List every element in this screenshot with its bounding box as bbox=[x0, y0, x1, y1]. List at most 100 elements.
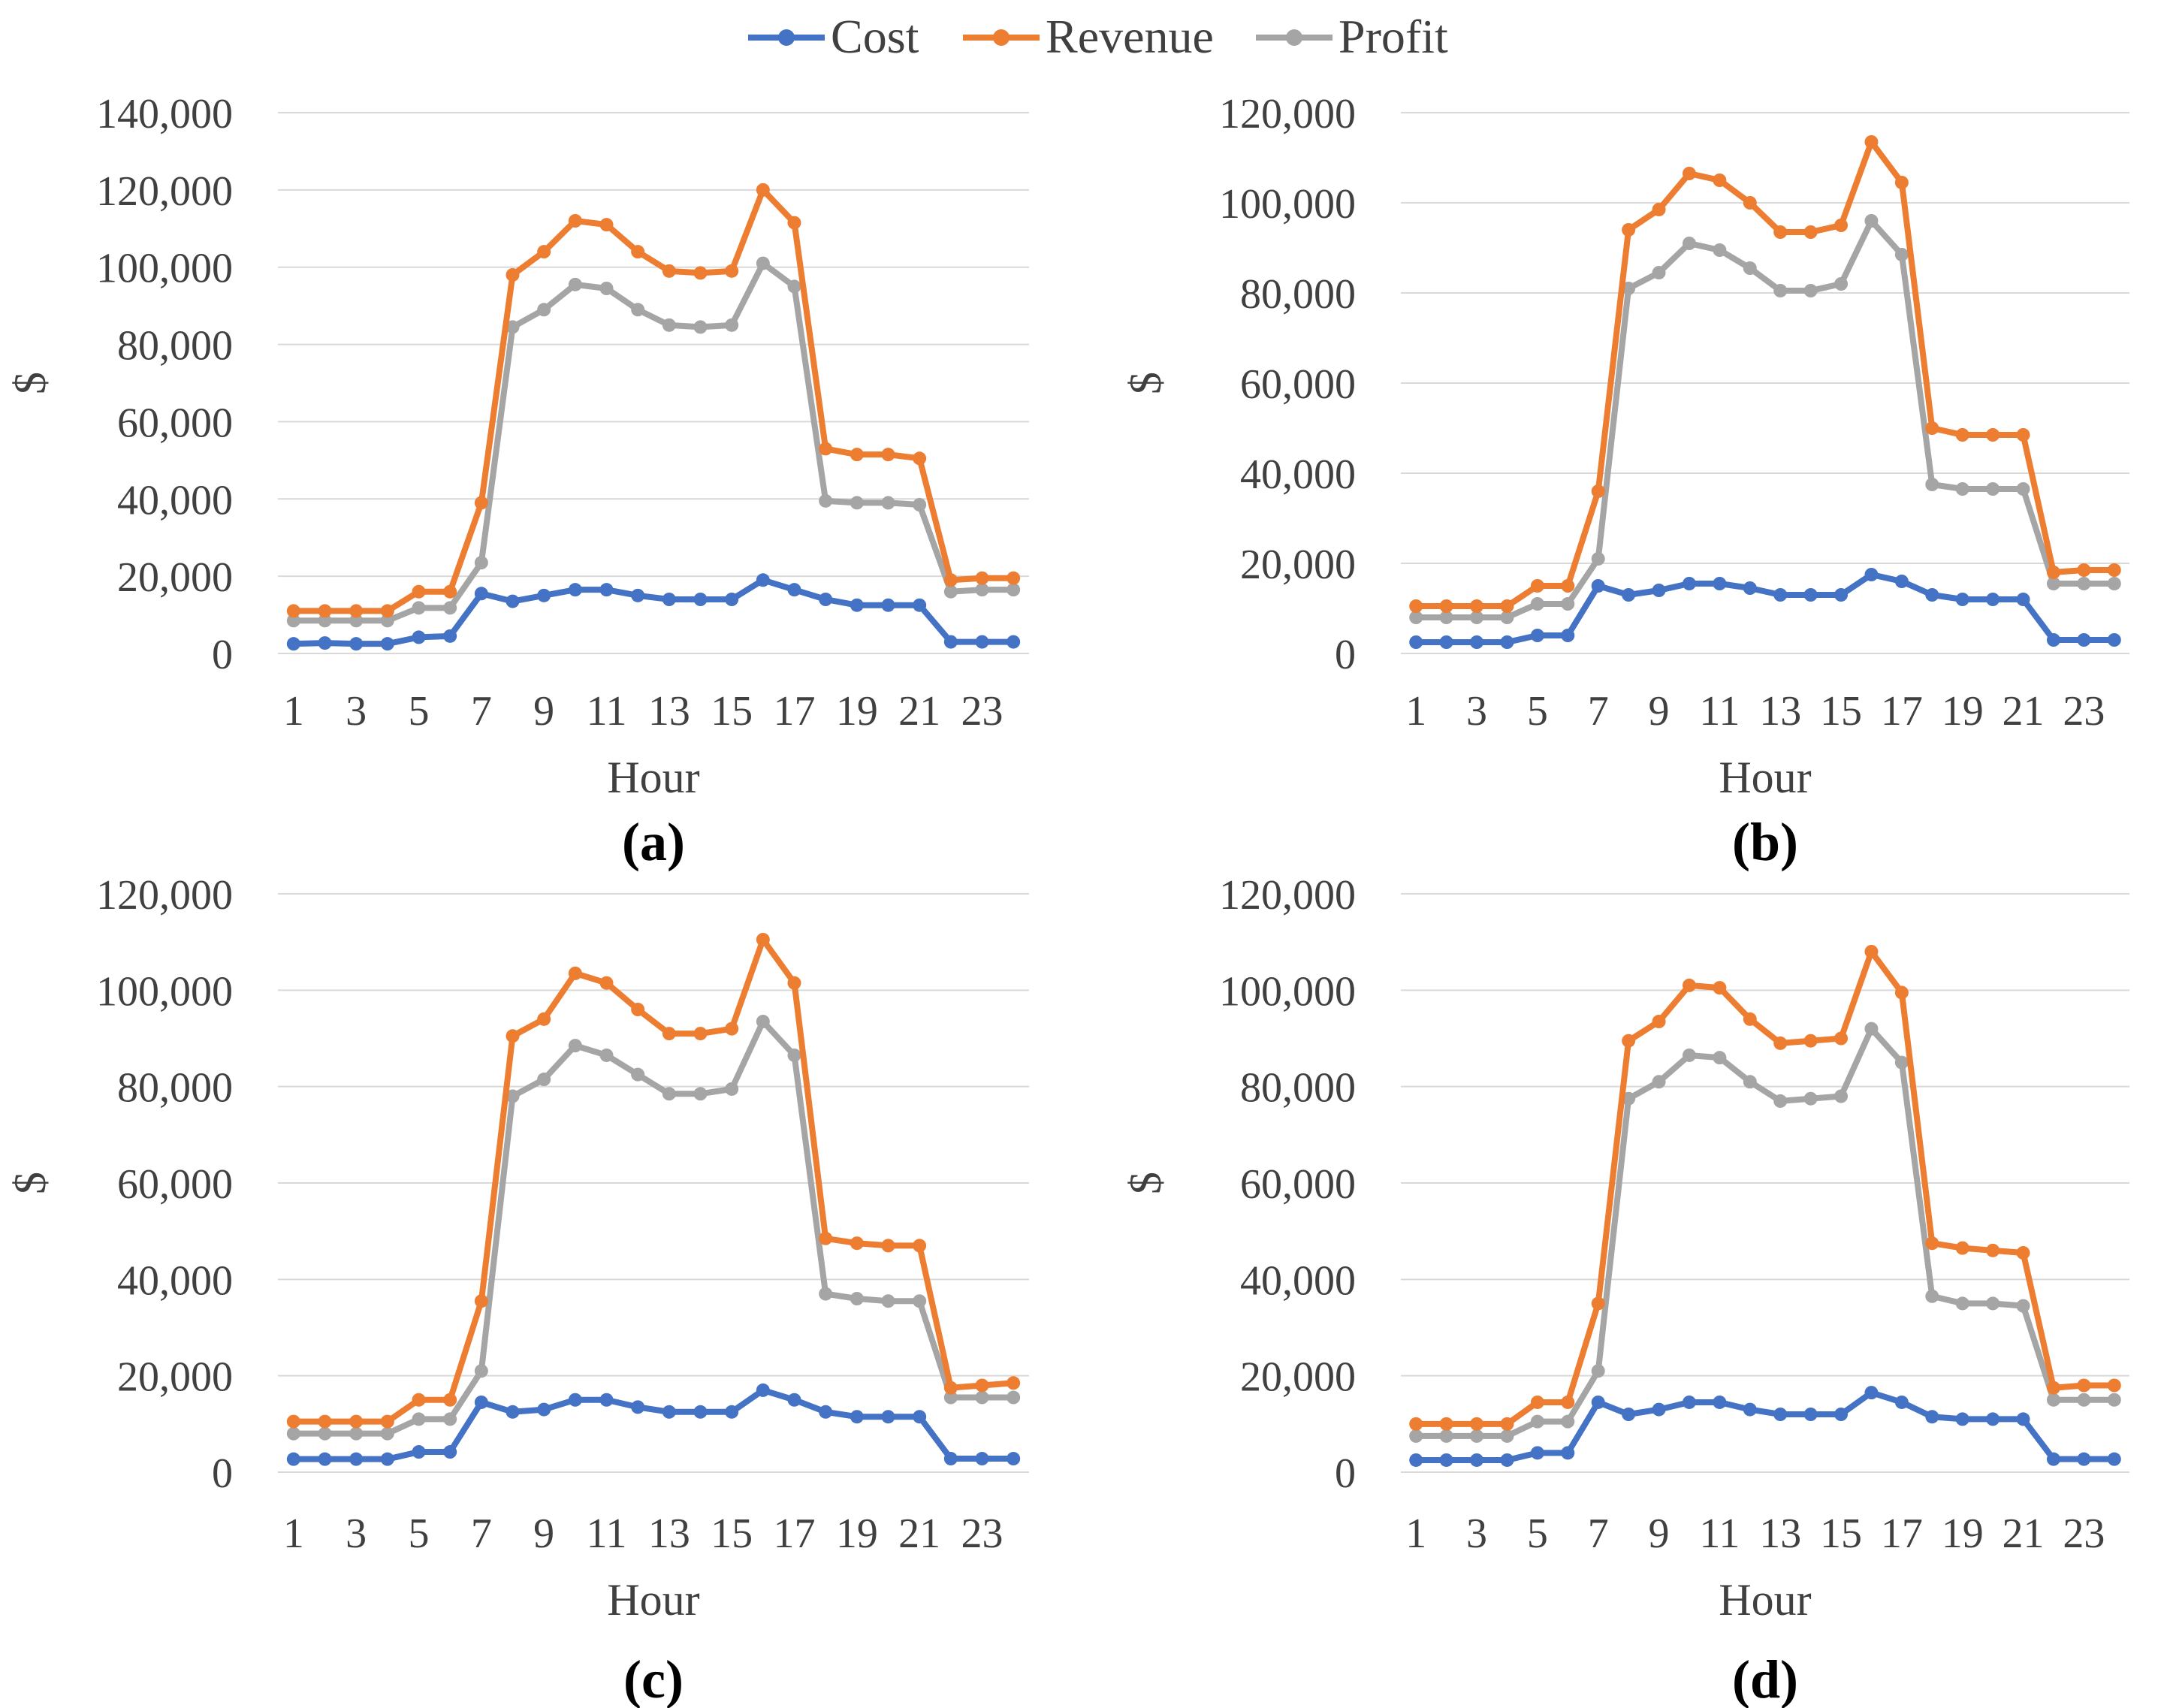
point-revenue-d-10 bbox=[1682, 978, 1696, 992]
point-cost-a-8 bbox=[506, 594, 520, 608]
point-cost-b-24 bbox=[2107, 633, 2121, 647]
point-profit-c-20 bbox=[881, 1294, 895, 1308]
point-revenue-b-5 bbox=[1530, 579, 1544, 593]
point-profit-c-16 bbox=[756, 1015, 770, 1029]
point-cost-b-23 bbox=[2077, 633, 2091, 647]
point-revenue-c-9 bbox=[537, 1012, 551, 1026]
point-revenue-a-13 bbox=[662, 264, 676, 278]
x-tick-label-b-1: 3 bbox=[1466, 688, 1487, 735]
point-cost-c-11 bbox=[599, 1393, 614, 1407]
x-tick-label-c-1: 3 bbox=[346, 1510, 367, 1557]
point-revenue-b-19 bbox=[1955, 428, 1969, 442]
point-revenue-d-9 bbox=[1652, 1015, 1666, 1029]
chart-panel-c: 0 20,000 40,000 60,000 80,000 100,000 120,000 1… bbox=[5, 872, 1029, 1708]
point-revenue-b-2 bbox=[1439, 599, 1453, 613]
point-revenue-b-14 bbox=[1803, 225, 1818, 239]
point-profit-d-14 bbox=[1803, 1091, 1818, 1106]
point-revenue-d-18 bbox=[1925, 1236, 1939, 1251]
point-cost-c-6 bbox=[443, 1445, 457, 1459]
point-profit-a-11 bbox=[599, 282, 614, 295]
point-revenue-b-3 bbox=[1470, 599, 1484, 613]
point-profit-d-15 bbox=[1834, 1089, 1849, 1103]
x-tick-label-d-2: 5 bbox=[1527, 1510, 1548, 1557]
point-revenue-a-5 bbox=[412, 584, 426, 599]
point-cost-b-1 bbox=[1409, 635, 1423, 649]
x-tick-label-d-3: 7 bbox=[1588, 1510, 1609, 1557]
point-cost-c-10 bbox=[568, 1393, 582, 1407]
y-tick-label-c-1: 20,000 bbox=[117, 1354, 233, 1401]
point-profit-d-21 bbox=[2016, 1299, 2030, 1313]
point-profit-c-22 bbox=[943, 1390, 958, 1405]
point-profit-b-14 bbox=[1803, 284, 1818, 297]
point-cost-d-19 bbox=[1955, 1412, 1969, 1426]
point-revenue-b-7 bbox=[1591, 484, 1605, 498]
point-cost-a-24 bbox=[1007, 635, 1021, 649]
point-profit-a-12 bbox=[631, 303, 645, 317]
y-tick-label-a-4: 80,000 bbox=[117, 323, 233, 370]
point-cost-a-23 bbox=[975, 635, 989, 649]
y-tick-label-d-3: 60,000 bbox=[1240, 1161, 1356, 1208]
x-tick-label-b-5: 11 bbox=[1699, 688, 1740, 735]
point-revenue-b-16 bbox=[1864, 135, 1879, 149]
point-profit-a-16 bbox=[756, 256, 770, 270]
point-cost-d-3 bbox=[1470, 1453, 1484, 1467]
point-revenue-b-17 bbox=[1894, 176, 1909, 189]
x-tick-label-b-9: 19 bbox=[1942, 688, 1984, 735]
x-tick-label-d-8: 17 bbox=[1881, 1510, 1923, 1557]
point-profit-a-22 bbox=[943, 584, 958, 599]
point-cost-c-9 bbox=[537, 1402, 551, 1417]
point-cost-b-21 bbox=[2016, 593, 2030, 606]
point-cost-b-7 bbox=[1591, 579, 1605, 593]
point-revenue-b-21 bbox=[2016, 428, 2030, 442]
point-profit-d-16 bbox=[1864, 1021, 1879, 1036]
point-cost-c-1 bbox=[286, 1452, 300, 1466]
point-profit-d-9 bbox=[1652, 1075, 1666, 1089]
point-revenue-a-4 bbox=[380, 604, 394, 618]
y-axis-title-a: $ bbox=[5, 372, 55, 394]
point-cost-d-17 bbox=[1894, 1395, 1909, 1409]
legend-label-revenue: Revenue bbox=[1046, 10, 1214, 63]
point-revenue-d-15 bbox=[1834, 1031, 1849, 1046]
legend-label-cost: Cost bbox=[831, 10, 919, 63]
point-revenue-b-4 bbox=[1500, 599, 1514, 613]
y-tick-label-c-5: 100,000 bbox=[96, 968, 233, 1015]
series-line-revenue-b bbox=[1413, 139, 2117, 609]
point-cost-a-19 bbox=[850, 598, 864, 612]
chart-panel-a: 0 20,000 40,000 60,000 80,000 100,000 120,000 1… bbox=[5, 91, 1029, 872]
y-tick-label-d-1: 20,000 bbox=[1240, 1354, 1356, 1401]
point-revenue-c-20 bbox=[881, 1239, 895, 1253]
y-tick-label-a-2: 40,000 bbox=[117, 477, 233, 524]
point-revenue-c-24 bbox=[1007, 1376, 1021, 1390]
point-cost-c-19 bbox=[850, 1410, 864, 1424]
point-cost-d-4 bbox=[1500, 1453, 1514, 1467]
point-revenue-c-4 bbox=[380, 1414, 394, 1429]
point-profit-a-13 bbox=[662, 318, 676, 332]
legend-item-profit: Profit bbox=[1256, 10, 1448, 63]
point-cost-b-15 bbox=[1834, 588, 1849, 602]
point-cost-c-24 bbox=[1007, 1452, 1021, 1466]
point-profit-d-18 bbox=[1925, 1289, 1939, 1303]
x-tick-label-b-8: 17 bbox=[1881, 688, 1923, 735]
x-tick-label-d-9: 19 bbox=[1942, 1510, 1984, 1557]
x-tick-label-a-8: 17 bbox=[774, 688, 816, 735]
point-profit-c-1 bbox=[286, 1426, 300, 1441]
panel-label-d: (d) bbox=[1732, 1649, 1798, 1708]
point-revenue-a-18 bbox=[819, 442, 833, 456]
point-revenue-c-5 bbox=[412, 1393, 426, 1407]
point-profit-a-3 bbox=[349, 614, 364, 628]
point-revenue-c-7 bbox=[474, 1294, 488, 1308]
series-revenue-b bbox=[1409, 135, 2121, 613]
point-cost-a-18 bbox=[819, 593, 833, 606]
point-profit-a-21 bbox=[913, 498, 927, 511]
y-tick-label-b-0: 0 bbox=[1335, 632, 1356, 678]
y-tick-label-d-6: 120,000 bbox=[1219, 872, 1356, 919]
x-tick-label-c-2: 5 bbox=[409, 1510, 430, 1557]
point-cost-a-6 bbox=[443, 629, 457, 643]
x-tick-label-b-2: 5 bbox=[1527, 688, 1548, 735]
point-revenue-d-3 bbox=[1470, 1417, 1484, 1431]
x-tick-label-a-7: 15 bbox=[711, 688, 753, 735]
point-cost-a-17 bbox=[787, 583, 801, 597]
series-line-revenue-c bbox=[290, 936, 1017, 1425]
point-profit-b-2 bbox=[1439, 611, 1453, 624]
